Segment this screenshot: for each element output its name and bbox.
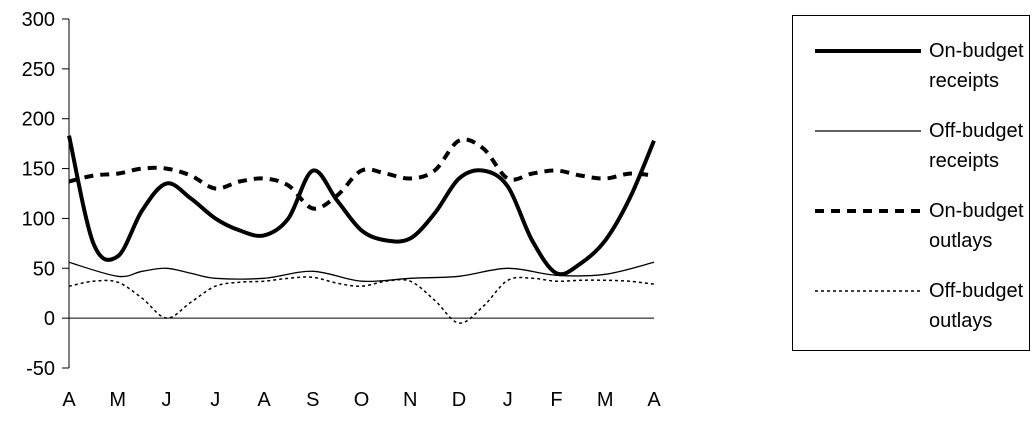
y-tick-label: 200 bbox=[22, 109, 55, 131]
x-tick-label: J bbox=[162, 389, 172, 411]
series-line-on-budget-receipts bbox=[67, 135, 656, 277]
y-tick-label: 250 bbox=[22, 59, 55, 81]
chart: -50 0 50 100 150 200 250 300 A M J J A S O N D J F M A bbox=[22, 9, 662, 411]
legend: On-budget receipts Off-budget receipts On-… bbox=[792, 15, 1030, 351]
legend-swatch bbox=[815, 209, 921, 213]
x-tick-label: A bbox=[257, 389, 271, 411]
y-tick-label: 50 bbox=[33, 258, 55, 280]
x-tick-label: O bbox=[354, 389, 370, 411]
x-tick-label: N bbox=[403, 389, 417, 411]
legend-item: On-budget receipts bbox=[793, 32, 1029, 112]
legend-swatch bbox=[815, 290, 921, 292]
x-tick-label: M bbox=[597, 389, 614, 411]
legend-swatch bbox=[815, 130, 921, 132]
legend-item: Off-budget outlays bbox=[793, 272, 1029, 352]
y-axis-ticks: -50 0 50 100 150 200 250 300 bbox=[22, 9, 69, 380]
x-tick-label: F bbox=[550, 389, 562, 411]
legend-label: Off-budget receipts bbox=[929, 120, 1024, 172]
y-tick-label: 150 bbox=[22, 159, 55, 181]
x-tick-label: M bbox=[109, 389, 126, 411]
x-tick-label: A bbox=[647, 389, 661, 411]
x-tick-label: D bbox=[452, 389, 466, 411]
legend-label: On-budget receipts bbox=[929, 40, 1024, 92]
x-tick-label: A bbox=[62, 389, 76, 411]
legend-swatch bbox=[815, 49, 921, 53]
series-line-off-budget-outlays bbox=[68, 276, 655, 324]
series-layer bbox=[67, 135, 656, 324]
legend-item: On-budget outlays bbox=[793, 192, 1029, 272]
series-line-on-budget-outlays bbox=[68, 137, 655, 211]
y-tick-label: 300 bbox=[22, 9, 55, 31]
x-tick-label: J bbox=[210, 389, 220, 411]
y-tick-label: 0 bbox=[44, 308, 55, 330]
legend-item: Off-budget receipts bbox=[793, 112, 1029, 192]
series-line-off-budget-receipts bbox=[68, 261, 655, 283]
x-tick-label: J bbox=[503, 389, 513, 411]
y-tick-label: -50 bbox=[26, 358, 55, 380]
x-tick-label: S bbox=[306, 389, 319, 411]
y-tick-label: 100 bbox=[22, 208, 55, 230]
legend-label: Off-budget outlays bbox=[929, 280, 1024, 332]
legend-label: On-budget outlays bbox=[929, 200, 1024, 252]
